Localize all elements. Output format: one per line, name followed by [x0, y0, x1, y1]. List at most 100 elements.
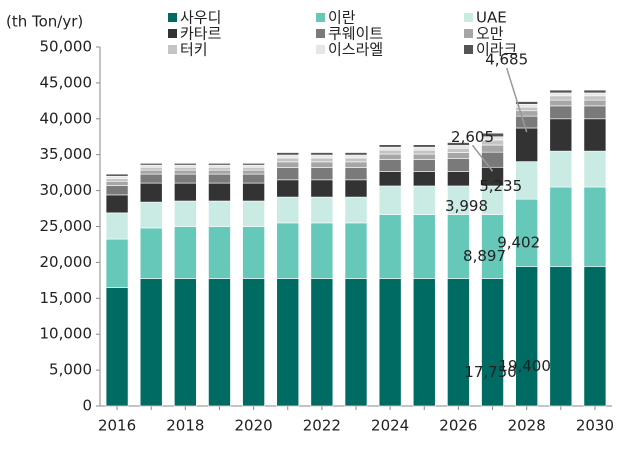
- bar-segment: [310, 167, 334, 181]
- bar-segment: [515, 101, 538, 105]
- bar-segment: [276, 278, 300, 407]
- y-axis-label: (th Ton/yr): [6, 13, 83, 31]
- bar-segment: [174, 226, 197, 279]
- bar-segment: [276, 161, 300, 168]
- bar-segment: [344, 161, 368, 168]
- bar-segment: [344, 278, 368, 407]
- bar-segment: [447, 158, 470, 172]
- legend-label: 카타르: [180, 25, 222, 43]
- legend-swatch: [464, 13, 473, 22]
- bar-segment: [174, 278, 197, 407]
- bar-segment: [481, 144, 504, 153]
- bar-segment: [139, 169, 163, 175]
- bar-segment: [139, 163, 163, 166]
- bar-segment: [242, 164, 265, 168]
- bar-segment: [242, 200, 265, 227]
- bar-segment: [481, 132, 504, 138]
- bar-segment: [208, 182, 231, 202]
- bar-segment: [344, 157, 368, 163]
- bar-segment: [174, 164, 197, 168]
- legend-label: 이란: [328, 9, 356, 27]
- bar-segment: [481, 151, 504, 168]
- legend-swatch: [316, 13, 325, 22]
- bar-segment: [378, 149, 402, 155]
- bar-segment: [242, 226, 265, 279]
- bar-segment: [105, 238, 129, 288]
- bar-segment: [447, 171, 470, 187]
- data-label: 5,235: [479, 177, 522, 195]
- y-tick-label: 30,000: [40, 181, 93, 199]
- bar-segment: [174, 169, 197, 175]
- bar-segment: [344, 196, 368, 224]
- bar-segment: [242, 166, 265, 171]
- bar-segment: [378, 146, 402, 151]
- x-tick-label: 2028: [508, 417, 546, 435]
- legend-swatch: [316, 29, 325, 38]
- bar-segment: [105, 194, 129, 214]
- y-tick-label: 0: [82, 397, 92, 415]
- bar-segment: [344, 222, 368, 279]
- bar-segment: [583, 89, 607, 94]
- bar-segment: [378, 214, 402, 279]
- leader-line: [471, 144, 494, 172]
- bar-segment: [105, 287, 129, 407]
- legend-swatch: [168, 29, 177, 38]
- bar-segment: [549, 118, 573, 152]
- bar-segment: [310, 179, 334, 198]
- bar-segment: [378, 159, 402, 172]
- x-tick-label: 2030: [576, 417, 614, 435]
- bar-segment: [242, 163, 265, 166]
- x-tick-label: 2026: [439, 417, 477, 435]
- bar-segment: [310, 157, 334, 163]
- bar-segment: [549, 99, 573, 107]
- bar-segment: [208, 173, 231, 184]
- data-label: 19,400: [498, 357, 551, 375]
- bar-segment: [242, 182, 265, 202]
- bar-segment: [583, 99, 607, 107]
- bar-segment: [378, 185, 402, 215]
- legend-swatch: [464, 45, 473, 54]
- y-tick-label: 15,000: [40, 289, 93, 307]
- legend-label: UAE: [476, 9, 507, 27]
- bar-segment: [583, 186, 607, 268]
- bar-segment: [549, 89, 573, 94]
- bar-segment: [276, 222, 300, 279]
- y-tick-label: 10,000: [40, 325, 93, 343]
- bar-segment: [412, 278, 436, 407]
- y-tick-label: 40,000: [40, 109, 93, 127]
- bar-segment: [276, 167, 300, 181]
- bar-segment: [412, 146, 436, 151]
- bar-segment: [549, 150, 573, 188]
- data-label: 4,685: [485, 50, 528, 68]
- bar-segment: [276, 179, 300, 198]
- y-tick-label: 50,000: [40, 38, 93, 56]
- bar-segment: [242, 169, 265, 175]
- bar-segment: [276, 157, 300, 163]
- bar-segment: [412, 144, 436, 148]
- bar-segment: [310, 278, 334, 407]
- bar-segment: [105, 185, 129, 196]
- bar-segment: [344, 167, 368, 181]
- y-tick-label: 5,000: [49, 361, 92, 379]
- bar-segment: [310, 222, 334, 279]
- bar-segment: [139, 166, 163, 171]
- bar-segment: [447, 145, 470, 149]
- bar-segment: [242, 173, 265, 184]
- bar-segment: [549, 266, 573, 407]
- bar-segment: [310, 152, 334, 156]
- bar-segment: [105, 175, 129, 179]
- legend-label: 이라크: [476, 41, 517, 59]
- bar-segment: [378, 153, 402, 160]
- bar-segment: [105, 178, 129, 182]
- bar-segment: [139, 164, 163, 168]
- bar-segment: [139, 182, 163, 203]
- bar-segment: [344, 152, 368, 156]
- legend-label: 터키: [180, 41, 208, 59]
- legend-swatch: [316, 45, 325, 54]
- y-tick-label: 45,000: [40, 73, 93, 91]
- bar-segment: [412, 185, 436, 215]
- bar-segment: [515, 110, 538, 117]
- bar-segment: [378, 278, 402, 407]
- data-label: 3,998: [445, 197, 488, 215]
